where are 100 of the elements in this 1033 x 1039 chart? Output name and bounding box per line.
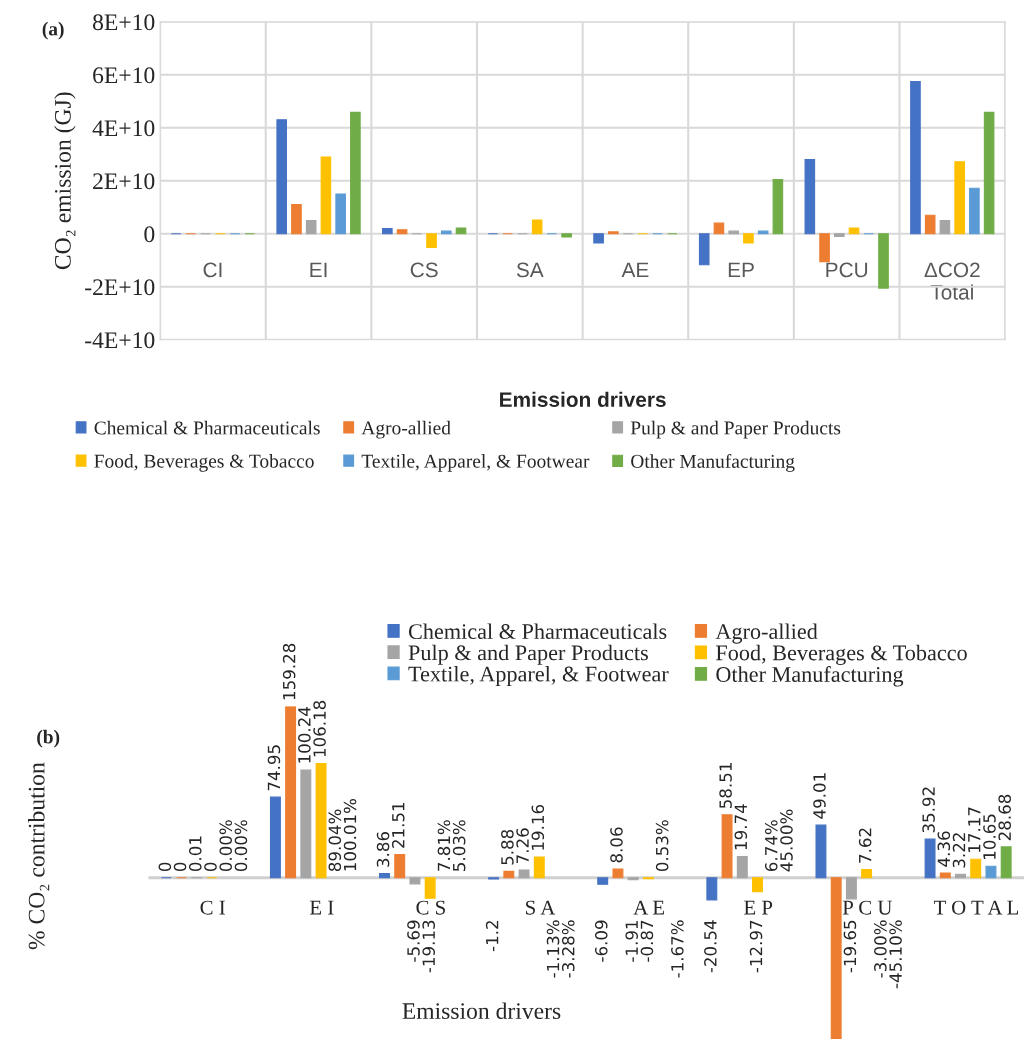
text: 45.00% <box>780 809 793 872</box>
bar <box>285 706 297 879</box>
bar <box>409 877 421 885</box>
bar <box>939 219 951 235</box>
x-axis-title: Emission drivers <box>500 391 666 407</box>
bar <box>394 854 406 879</box>
data-label: -19.13 <box>422 920 436 973</box>
bar <box>861 869 873 879</box>
x-axis-title: Emission drivers <box>402 1002 561 1020</box>
x-tick-label: P C U <box>842 900 892 915</box>
bar <box>320 156 332 235</box>
bar <box>939 872 951 879</box>
legend-label: Food, Beverages & Tobacco <box>716 644 967 665</box>
data-label: 74.95 <box>267 745 281 791</box>
data-label: 4.36 <box>937 831 951 867</box>
data-label: 28.68 <box>998 794 1011 841</box>
bar <box>561 233 572 238</box>
text: 7.81% <box>437 820 451 871</box>
x-tick-label: CS <box>410 262 438 278</box>
data-label: 0 <box>158 862 172 872</box>
bar <box>627 877 639 881</box>
bar <box>698 233 710 266</box>
y-tick-label: 2E+10 <box>93 173 155 190</box>
data-label: 3.22 <box>952 833 966 868</box>
bar <box>335 193 346 235</box>
x-tick-label: EI <box>310 262 327 278</box>
bar <box>772 178 784 235</box>
bar <box>379 873 390 879</box>
bar <box>426 233 437 249</box>
legend-label: Pulp & and Paper Products <box>630 420 841 439</box>
y-tick-label: -4E+10 <box>85 332 155 349</box>
y-tick-label: 0 <box>144 226 155 243</box>
legend-label: Pulp & and Paper Products <box>408 644 648 665</box>
data-label: -5.69 <box>407 920 420 962</box>
text: -1.13% <box>546 920 560 978</box>
text: 89.04% <box>328 809 342 872</box>
bar <box>983 111 995 235</box>
bar <box>593 233 604 244</box>
bar <box>954 161 965 235</box>
text: 100.01% <box>343 798 357 871</box>
data-label: 19.16 <box>531 804 545 850</box>
bar <box>424 877 436 899</box>
bar <box>815 824 827 879</box>
text: 5.03% <box>452 820 466 871</box>
data-label: -1.2 <box>485 921 499 952</box>
legend-label: Agro-allied <box>715 623 818 644</box>
x-tick-label: E I <box>309 900 334 915</box>
bar <box>533 856 545 879</box>
text: 0.00% <box>219 820 233 872</box>
x-tick-label: E P <box>744 900 773 915</box>
bar <box>315 763 327 879</box>
data-label: 106.18 <box>313 700 326 757</box>
text: 0.00% <box>234 820 248 872</box>
text: -3.28% <box>561 920 575 978</box>
data-label: 5.88 <box>501 829 514 865</box>
bar <box>804 159 816 235</box>
data-label: 3.86 <box>376 831 390 867</box>
bar <box>518 869 530 879</box>
x-tick-label: CI <box>203 262 222 278</box>
bar <box>612 868 624 879</box>
bar <box>396 229 408 235</box>
data-label: 0 <box>173 862 187 872</box>
bar <box>276 119 288 235</box>
x-tick-label: PCU <box>826 262 868 278</box>
data-label: 49.01 <box>813 773 826 819</box>
bar <box>819 233 830 263</box>
data-label: -19.65 <box>843 920 857 973</box>
bar <box>728 230 739 235</box>
x-tick-label: AE <box>621 262 649 278</box>
bar <box>830 877 842 1039</box>
data-label: 100.24 <box>298 707 311 763</box>
text: -3.00% <box>874 920 887 978</box>
text: 0.53% <box>655 820 669 872</box>
bar <box>531 219 543 235</box>
data-label: 10.65 <box>983 814 996 859</box>
data-label: -6.09 <box>594 920 608 962</box>
legend-label: Textile, Apparel, & Footwear <box>361 454 590 472</box>
data-label: 19.74 <box>734 804 748 850</box>
bar <box>736 855 748 879</box>
text: (b) <box>37 729 60 748</box>
legend-label: Other Manufacturing <box>631 454 795 472</box>
y-tick-label: -2E+10 <box>85 279 155 296</box>
bar <box>503 870 515 879</box>
data-label: -12.97 <box>749 920 763 973</box>
bar <box>878 233 889 289</box>
data-label: 7.62 <box>858 828 872 863</box>
data-label: 21.51 <box>391 802 405 848</box>
data-label: 35.92 <box>922 787 935 833</box>
x-tick-label: S A <box>526 900 556 915</box>
bar <box>969 187 980 235</box>
y-axis-title: % CO₂ contribution <box>27 762 50 950</box>
data-label: 58.51 <box>719 763 732 809</box>
bar <box>382 227 393 235</box>
bar <box>269 796 281 879</box>
legend-label: Agro-allied <box>361 420 451 439</box>
data-label: -0.87 <box>640 920 654 962</box>
bar <box>305 219 317 235</box>
bar <box>924 214 936 235</box>
y-tick-label: 4E+10 <box>92 120 155 137</box>
legend-label: Chemical & Pharmaceuticals <box>408 623 667 640</box>
